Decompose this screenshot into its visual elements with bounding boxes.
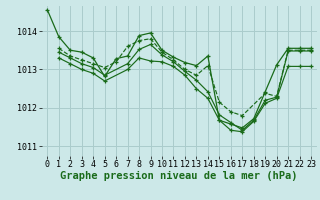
X-axis label: Graphe pression niveau de la mer (hPa): Graphe pression niveau de la mer (hPa) [60, 171, 298, 181]
